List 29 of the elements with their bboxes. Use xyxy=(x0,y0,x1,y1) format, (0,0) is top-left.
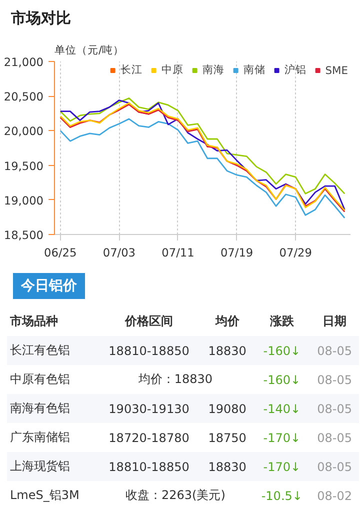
text: 南海有色铝 19030-19130 19080 -140↓ 08-05 xyxy=(10,401,352,416)
x-tick-label: 06/25 xyxy=(44,246,77,260)
line-series xyxy=(60,118,346,219)
x-tick-label: 07/29 xyxy=(279,246,312,260)
y-tick-label: 18,500 xyxy=(4,228,44,242)
text: 中原有色铝 均价：18830 -160↓ 08-05 xyxy=(10,372,352,386)
text: 广东南储铝 18720-18780 18750 -170↓ 08-05 xyxy=(10,430,352,444)
chart-title: 市场对比 xyxy=(11,9,71,28)
legend-label: 南储 xyxy=(243,63,266,77)
x-tick-label: 07/11 xyxy=(162,246,194,260)
legend-label: 长江 xyxy=(120,63,142,77)
y-axis-title: 单位（元/吨） xyxy=(54,44,124,56)
x-tick-label: 07/03 xyxy=(102,246,136,260)
y-tick-label: 19,500 xyxy=(4,158,44,173)
text: 长江有色铝 18810-18850 18830 -160↓ 08-05 xyxy=(10,343,352,358)
y-tick-label: 21,000 xyxy=(4,55,44,69)
legend-label: 中原 xyxy=(161,63,184,77)
text: 上海现货铝 18810-18850 18830 -170↓ 08-05 xyxy=(10,459,352,474)
legend-label: SME xyxy=(325,64,348,76)
y-tick-label: 19,000 xyxy=(4,193,44,208)
line-series xyxy=(60,97,346,194)
y-tick-label: 20,000 xyxy=(4,124,44,138)
text: 市场品种 价格区间 均价 涨跌 日期 xyxy=(10,314,347,328)
x-tick-label: 07/19 xyxy=(220,246,254,260)
legend-label: 沪铝 xyxy=(284,63,306,77)
text: LmeS_铝3M 收盘：2263(美元) -10.5↓ 08-02 xyxy=(10,488,352,502)
y-tick-label: 20,500 xyxy=(4,90,44,104)
legend-label: 南海 xyxy=(202,63,224,77)
text: 今日铝价 xyxy=(13,273,85,299)
